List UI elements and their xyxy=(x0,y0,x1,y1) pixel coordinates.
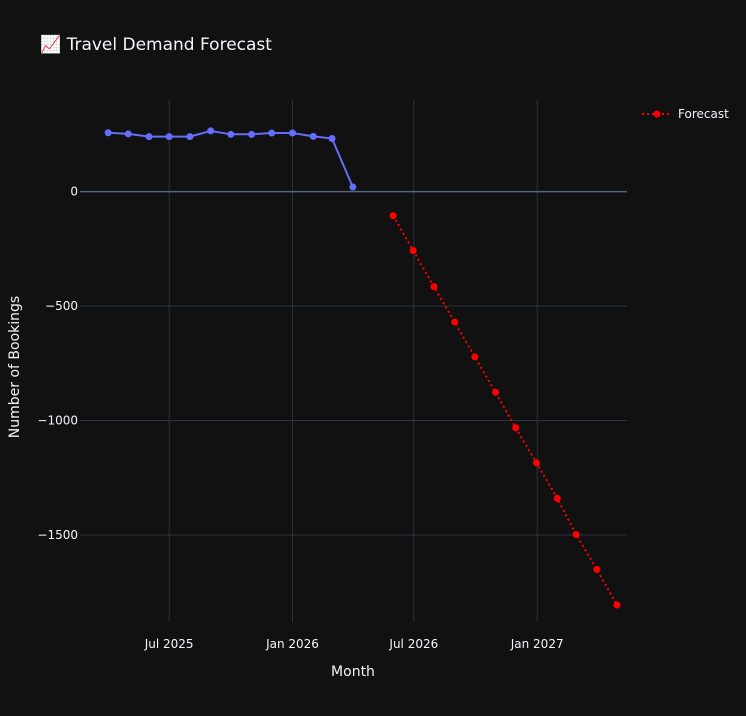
y-tick-label: −1500 xyxy=(37,528,78,542)
data-point[interactable] xyxy=(409,247,417,255)
data-point[interactable] xyxy=(328,134,336,142)
data-point[interactable] xyxy=(533,459,541,467)
data-point[interactable] xyxy=(309,132,317,140)
legend-label: Forecast xyxy=(678,107,729,121)
data-point[interactable] xyxy=(145,133,153,141)
x-tick-label: Jan 2026 xyxy=(265,637,319,651)
grid-lines xyxy=(80,100,627,622)
x-tick-label: Jul 2026 xyxy=(388,637,438,651)
x-tick-label: Jan 2027 xyxy=(510,637,564,651)
y-tick-label: −500 xyxy=(45,299,78,313)
x-tick-label: Jul 2025 xyxy=(144,637,194,651)
legend-item[interactable]: Forecast xyxy=(642,107,729,121)
data-point[interactable] xyxy=(430,283,438,291)
data-point[interactable] xyxy=(349,183,357,191)
x-axis-ticks: Jul 2025 Jan 2026 Jul 2026 Jan 2027 xyxy=(144,637,564,651)
series-layer xyxy=(104,127,621,609)
data-point[interactable] xyxy=(104,129,112,137)
x-axis-title: Month xyxy=(331,664,375,680)
chart-title: 📈 Travel Demand Forecast xyxy=(40,34,272,55)
data-point[interactable] xyxy=(593,565,601,573)
data-point[interactable] xyxy=(389,212,397,220)
legend[interactable]: Forecast xyxy=(642,107,729,121)
data-point[interactable] xyxy=(451,318,459,326)
data-point[interactable] xyxy=(512,424,520,432)
data-point[interactable] xyxy=(572,531,580,539)
y-axis-ticks: 0 −500 −1000 −1500 xyxy=(37,185,78,542)
y-tick-label: −1000 xyxy=(37,414,78,428)
data-point[interactable] xyxy=(186,133,194,141)
data-point[interactable] xyxy=(471,353,479,361)
data-point[interactable] xyxy=(207,127,215,135)
y-tick-label: 0 xyxy=(70,185,78,199)
data-point[interactable] xyxy=(268,129,276,137)
data-point[interactable] xyxy=(124,130,132,138)
data-point[interactable] xyxy=(288,129,296,137)
series-actual xyxy=(104,127,357,191)
data-point[interactable] xyxy=(165,133,173,141)
data-point[interactable] xyxy=(553,494,561,502)
legend-marker xyxy=(653,110,661,118)
y-axis-title: Number of Bookings xyxy=(7,296,23,438)
series-forecast xyxy=(389,212,621,609)
data-point[interactable] xyxy=(248,130,256,138)
data-point[interactable] xyxy=(492,388,500,396)
data-point[interactable] xyxy=(227,130,235,138)
data-point[interactable] xyxy=(613,601,621,609)
